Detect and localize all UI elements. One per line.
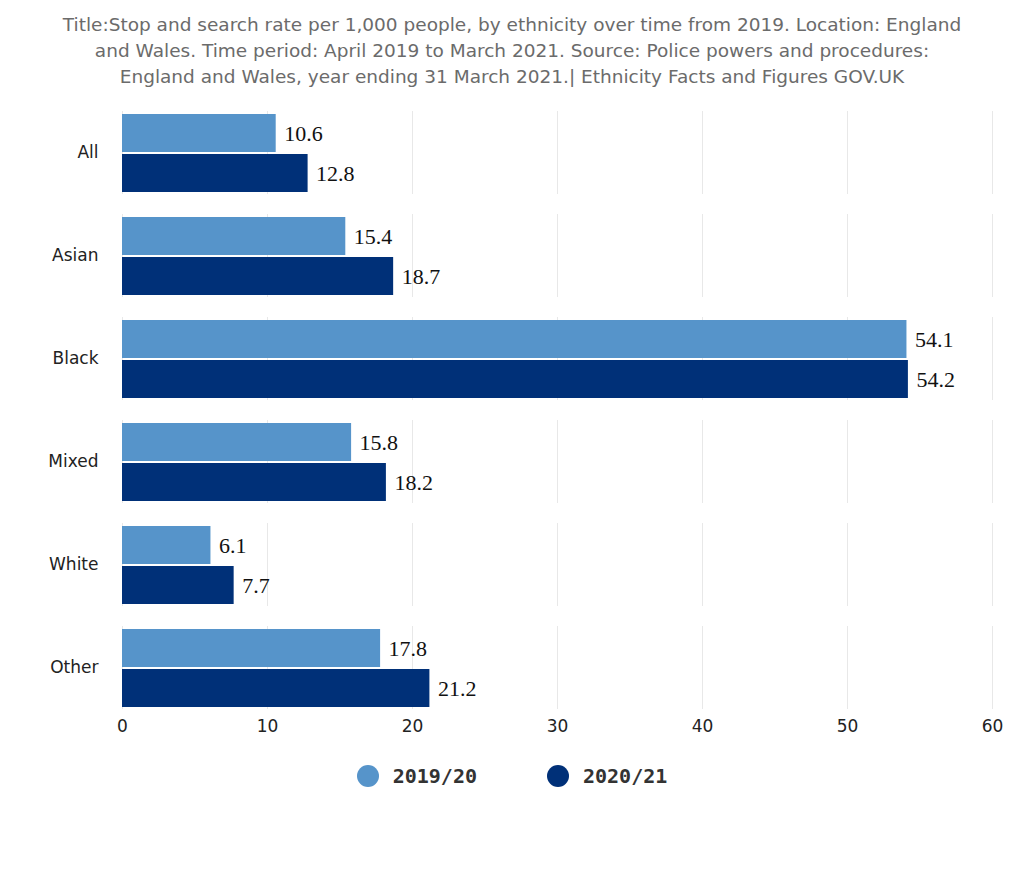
svg-text:White: White [49,554,98,574]
svg-text:40: 40 [692,716,714,736]
svg-text:54.2: 54.2 [916,367,955,392]
svg-text:20: 20 [402,716,424,736]
svg-text:54.1: 54.1 [915,327,954,352]
svg-text:17.8: 17.8 [389,636,428,661]
svg-text:15.4: 15.4 [354,224,393,249]
svg-text:18.7: 18.7 [402,264,441,289]
svg-text:10.6: 10.6 [284,121,323,146]
svg-text:50: 50 [837,716,859,736]
svg-text:60: 60 [982,716,1004,736]
html-text:Title:Stop and search rate per: Title:Stop and search rate per 1,000 peo… [62,14,962,87]
svg-text:Asian: Asian [52,245,98,265]
svg-text:15.8: 15.8 [360,430,399,455]
html-text:2019/20: 2019/20 [392,764,477,788]
svg-text:6.1: 6.1 [219,533,247,558]
svg-text:30: 30 [547,716,569,736]
svg-text:12.8: 12.8 [316,161,355,186]
svg-text:Black: Black [53,348,99,368]
svg-text:21.2: 21.2 [438,676,477,701]
svg-text:7.7: 7.7 [242,573,270,598]
svg-text:0: 0 [117,716,128,736]
svg-text:18.2: 18.2 [394,470,433,495]
html-text:2020/21: 2020/21 [583,764,668,788]
svg-text:10: 10 [257,716,279,736]
svg-text:All: All [77,142,98,162]
svg-text:Mixed: Mixed [48,451,98,471]
svg-text:Other: Other [50,657,98,677]
